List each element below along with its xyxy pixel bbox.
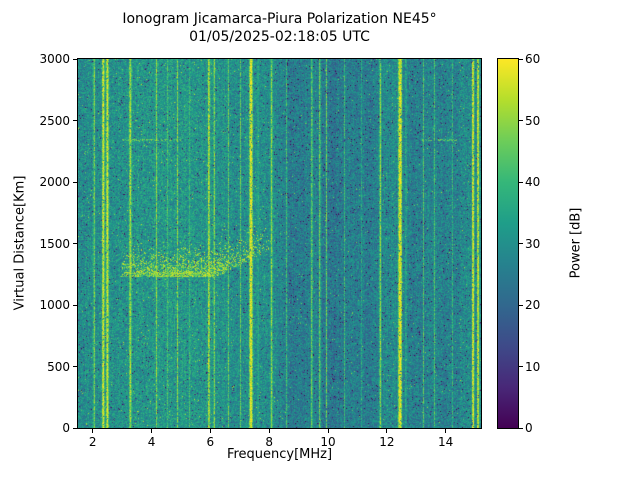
chart-title: Ionogram Jicamarca-Piura Polarization NE… (122, 11, 437, 27)
x-tick-label: 2 (88, 435, 97, 449)
x-tick-mark (209, 429, 211, 433)
x-axis-label: Frequency[MHz] (226, 447, 333, 462)
colorbar-tick-label: 50 (525, 113, 541, 128)
colorbar-tick-label: 30 (525, 236, 541, 251)
colorbar-tick-label: 60 (525, 52, 541, 66)
colorbar-tick-mark (519, 120, 523, 121)
x-tick-mark (268, 429, 270, 433)
x-tick-label: 8 (265, 435, 274, 449)
y-tick-mark (73, 304, 77, 306)
colorbar-tick-label: 20 (525, 298, 541, 312)
colorbar (497, 58, 519, 429)
y-tick-mark (73, 58, 77, 60)
colorbar-tick-label: 0 (525, 421, 533, 435)
x-tick-label: 12 (379, 435, 395, 449)
y-tick-label: 1500 (39, 236, 70, 251)
y-tick-mark (73, 427, 77, 429)
colorbar-tick-label: 40 (525, 175, 541, 189)
colorbar-tick-mark (519, 243, 523, 244)
y-tick-label: 1000 (39, 298, 70, 312)
colorbar-tick-mark (519, 427, 523, 429)
x-tick-label: 6 (206, 435, 215, 449)
x-tick-mark (151, 429, 153, 433)
colorbar-tick-mark (519, 366, 523, 367)
colorbar-tick-label: 10 (525, 359, 541, 374)
ionogram-heatmap-canvas (78, 59, 481, 428)
y-tick-label: 500 (47, 359, 70, 374)
colorbar-tick-mark (519, 181, 523, 183)
colorbar-tick-mark (519, 304, 523, 306)
x-tick-label: 4 (147, 435, 156, 449)
y-tick-label: 0 (62, 421, 70, 435)
x-tick-mark (445, 429, 447, 433)
x-tick-label: 10 (320, 435, 336, 449)
chart-subtitle: 01/05/2025-02:18:05 UTC (189, 29, 370, 45)
y-tick-label: 2000 (39, 175, 70, 189)
y-tick-label: 3000 (39, 52, 70, 66)
plot-area (77, 58, 482, 429)
colorbar-label: Power [dB] (568, 207, 584, 279)
x-tick-mark (92, 429, 94, 433)
y-tick-label: 2500 (39, 113, 70, 128)
x-tick-mark (386, 429, 388, 433)
y-tick-mark (73, 181, 77, 183)
x-tick-mark (327, 429, 329, 433)
y-tick-mark (73, 120, 77, 121)
y-tick-mark (73, 366, 77, 367)
x-tick-label: 14 (438, 435, 454, 449)
y-tick-mark (73, 243, 77, 244)
colorbar-tick-mark (519, 58, 523, 60)
